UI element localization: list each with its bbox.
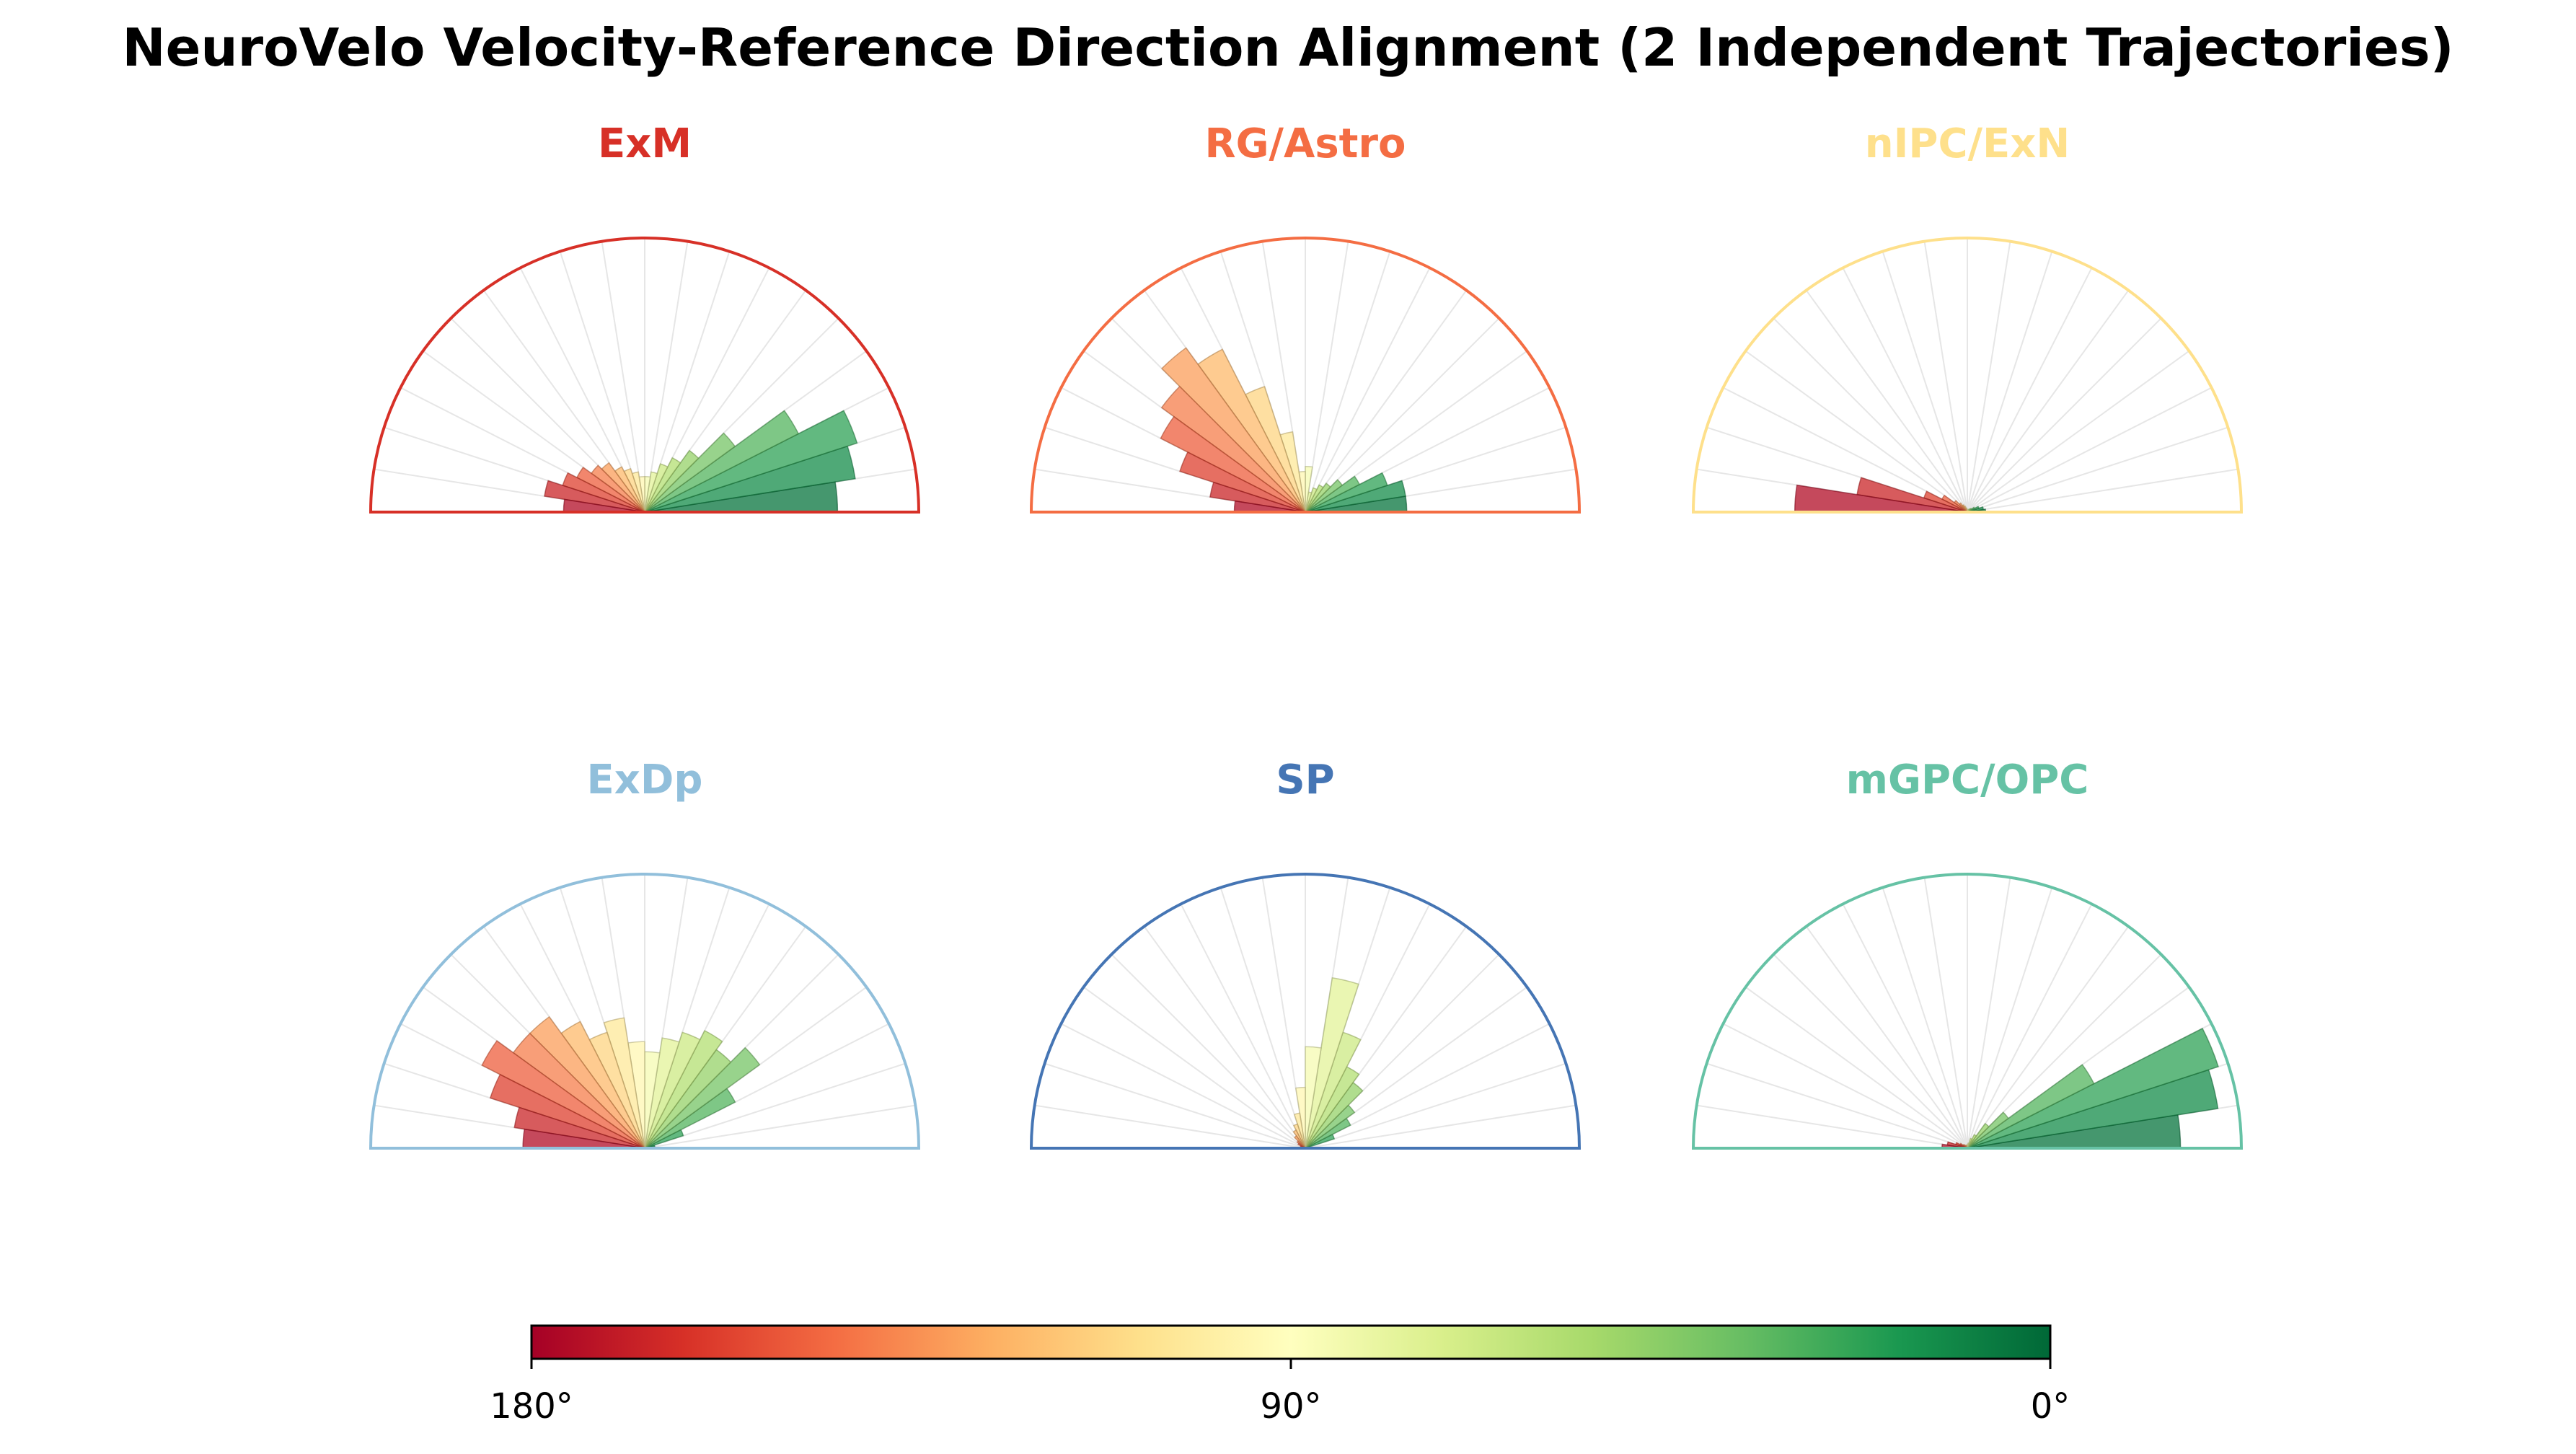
polar-panel-2: RG/Astro [1031,120,1579,512]
grid-spoke [1967,351,2189,512]
grid-spoke [1305,252,1390,512]
polar-panel-4: ExDp [371,757,919,1148]
figure-title: NeuroVelo Velocity-Reference Direction A… [122,17,2453,78]
colorbar-gradient [531,1326,2050,1359]
grid-spoke [1883,252,1967,512]
panel-title: nIPC/ExN [1865,120,2070,167]
grid-spoke [1967,318,2161,512]
grid-spoke [1045,1064,1305,1148]
grid-spoke [1084,987,1305,1148]
grid-spoke [1746,351,1967,512]
panels: ExM RG/Astro nIPC/ExN ExDp SP mGPC/OPC [371,120,2241,1148]
grid-spoke [1807,927,1967,1148]
grid-spoke [1144,927,1305,1148]
panel-title: ExDp [587,757,703,803]
grid-spoke [1746,987,1967,1148]
polar-panel-3: nIPC/ExN [1693,120,2241,512]
grid-spoke [1967,291,2128,512]
colorbar-tick-label-0: 0° [2031,1386,2070,1427]
grid-spoke [1967,252,2052,512]
grid-spoke [1773,954,1967,1148]
panel-title: SP [1276,757,1334,803]
polar-panel-6: mGPC/OPC [1693,757,2241,1148]
grid-spoke [1111,954,1305,1148]
colorbar: 180° 90° 0° [490,1326,2070,1427]
panel-title: mGPC/OPC [1846,757,2089,803]
panel-title: RG/Astro [1204,120,1406,167]
grid-spoke [1883,888,1967,1148]
grid-spoke [1221,888,1305,1148]
polar-panel-5: SP [1031,757,1579,1148]
grid-spoke [1967,428,2228,512]
grid-spoke [1707,1064,1967,1148]
grid-spoke [1305,291,1466,512]
colorbar-tick-label-180: 180° [490,1386,573,1427]
panel-title: ExM [598,120,692,167]
colorbar-tick-label-90: 90° [1260,1386,1321,1427]
grid-spoke [1807,291,1967,512]
polar-panel-1: ExM [371,120,919,512]
